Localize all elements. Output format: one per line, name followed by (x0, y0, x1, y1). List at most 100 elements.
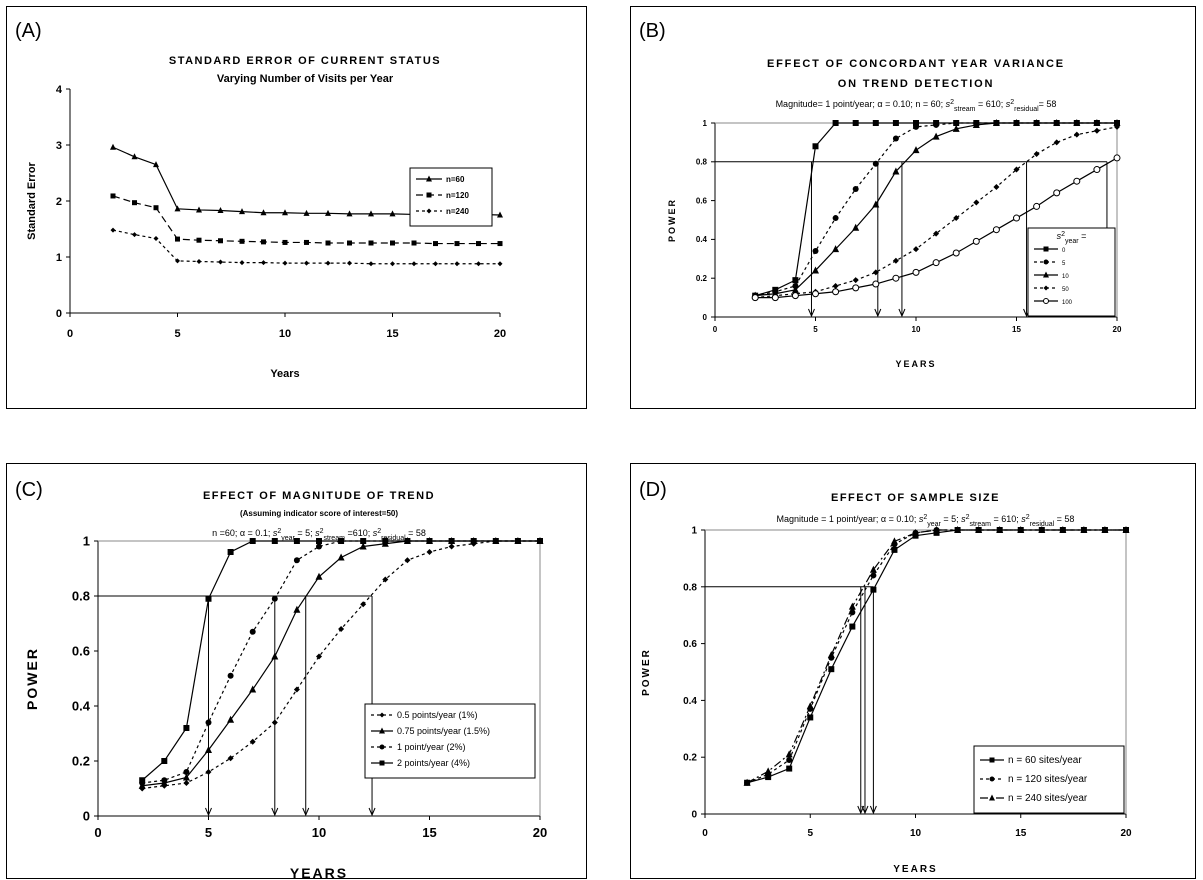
legend-marker (379, 760, 385, 766)
data-point (338, 538, 345, 544)
legend-label: n = 240 sites/year (1008, 793, 1088, 804)
series-4 (751, 154, 1121, 302)
panel-b: (B) EFFECT OF CONCORDANT YEAR VARIANCE ON … (630, 6, 1196, 409)
x-axis-label: Years (270, 368, 299, 380)
data-point (852, 120, 859, 126)
x-tick-label: 20 (1120, 828, 1132, 839)
param-part: s (946, 99, 951, 109)
data-point (227, 549, 234, 555)
legend-marker (1043, 298, 1049, 304)
legend-marker (989, 757, 995, 763)
data-point (175, 236, 180, 242)
data-point (492, 538, 499, 544)
param-part: s (1021, 514, 1026, 524)
x-tick-label: 10 (910, 828, 922, 839)
param-part: Magnitude= 1 point/year; α = 0.10; n = 6… (776, 99, 946, 109)
legend-title: s2year = (1057, 231, 1087, 245)
param-part: residual (1030, 521, 1055, 528)
data-point (812, 248, 819, 255)
x-tick-label: 0 (713, 325, 718, 334)
data-point (153, 161, 159, 168)
x-tick-label: 5 (813, 325, 818, 334)
data-point (161, 758, 168, 764)
param-part: year (927, 521, 941, 528)
param-part: 2 (950, 99, 954, 106)
data-point (849, 609, 856, 616)
data-point (972, 120, 980, 128)
chart-title: EFFECT OF SAMPLE SIZE (831, 492, 1000, 504)
legend-label: 1 point/year (2%) (397, 742, 466, 752)
legend-label: 0.75 points/year (1.5%) (397, 726, 490, 736)
param-part: s (961, 514, 966, 524)
arrow-head (302, 807, 310, 817)
arrow-head (205, 807, 212, 817)
y-tick-label: 0.8 (72, 589, 90, 604)
data-point (282, 239, 288, 245)
param-part: year (1065, 238, 1079, 245)
data-point (249, 738, 256, 745)
chart-title: EFFECT OF CONCORDANT YEAR VARIANCE (767, 58, 1065, 70)
param-part: s (273, 528, 278, 538)
param-part: residual (1014, 106, 1039, 113)
data-point (131, 153, 138, 160)
data-point (360, 538, 367, 544)
panel-label: (D) (639, 479, 667, 501)
data-point (1093, 166, 1101, 174)
data-point (933, 230, 940, 237)
data-point (497, 241, 503, 247)
param-part: stream (970, 521, 992, 528)
data-point (368, 261, 374, 267)
arrow-head (368, 807, 376, 817)
y-tick-label: 0.4 (683, 696, 697, 707)
data-point (952, 124, 960, 132)
data-point (110, 143, 116, 150)
data-point (872, 120, 879, 126)
data-point (832, 288, 840, 296)
data-point (1113, 119, 1121, 126)
data-point (261, 260, 266, 266)
data-point (812, 143, 819, 150)
data-point (271, 595, 278, 602)
data-point (183, 769, 190, 775)
chart-title: Varying Number of Visits per Year (217, 73, 394, 85)
data-point (1080, 526, 1088, 533)
data-point (1073, 177, 1081, 185)
data-point (1053, 189, 1061, 197)
y-tick-label: 0.4 (696, 235, 708, 244)
data-point (1122, 526, 1130, 533)
data-point (852, 185, 859, 192)
data-point (346, 210, 353, 217)
data-point (497, 261, 503, 267)
data-point (992, 226, 1000, 234)
param-part: = 5; (295, 528, 315, 538)
data-point (1101, 526, 1109, 533)
data-point (249, 685, 257, 693)
data-point (304, 239, 309, 245)
y-tick-label: 2 (56, 196, 62, 208)
legend-label: n = 60 sites/year (1008, 755, 1082, 766)
param-part: 2 (1026, 514, 1030, 521)
data-point (870, 572, 877, 579)
param-part: = 610; (991, 514, 1021, 524)
data-point (347, 240, 352, 246)
param-part: = 610; (975, 99, 1005, 109)
data-point (849, 623, 856, 630)
data-point (975, 526, 983, 533)
data-point (411, 261, 417, 267)
y-axis-label: Standard Error (26, 161, 38, 239)
param-part: 2 (277, 528, 281, 535)
data-point (892, 120, 899, 126)
data-point (153, 236, 159, 242)
data-point (389, 210, 396, 217)
data-point (282, 260, 288, 266)
x-tick-label: 10 (312, 825, 326, 840)
legend-label: n = 120 sites/year (1008, 774, 1088, 785)
data-point (304, 260, 309, 266)
data-point (973, 199, 980, 206)
data-point (785, 750, 793, 758)
arrow-head (869, 805, 877, 815)
legend-label: 0.5 points/year (1%) (397, 710, 478, 720)
data-point (514, 538, 521, 544)
data-point (953, 215, 960, 222)
data-point (476, 261, 481, 267)
